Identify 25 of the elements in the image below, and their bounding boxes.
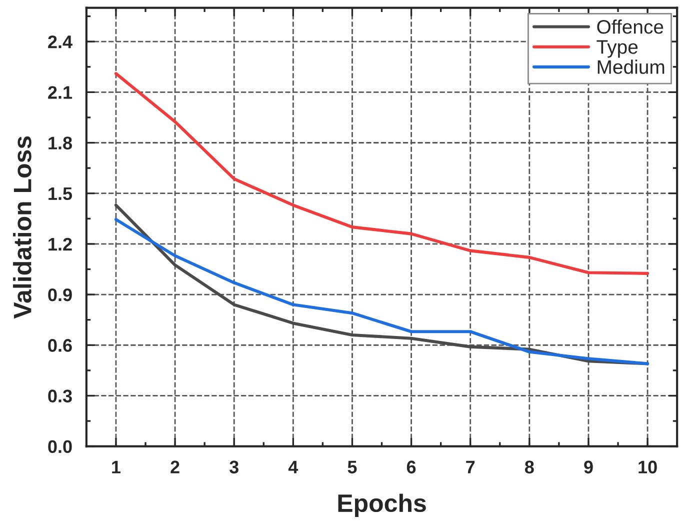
x-tick-label: 3 <box>229 460 238 474</box>
y-tick-label: 1.8 <box>48 136 72 150</box>
x-tick-label: 5 <box>348 460 357 474</box>
x-tick-label: 6 <box>406 460 416 474</box>
y-tick-label: 1.5 <box>48 187 72 200</box>
y-tick-label: 0.6 <box>48 339 72 352</box>
x-tick-label: 4 <box>288 460 298 474</box>
legend-label: Type <box>596 40 638 58</box>
x-axis-title: Epochs <box>338 494 426 517</box>
x-tick-label: 10 <box>638 460 657 474</box>
y-tick-label: 0.9 <box>48 288 72 302</box>
legend-label: Medium <box>598 60 664 74</box>
x-tick-label: 1 <box>112 460 120 474</box>
x-tick-label: 9 <box>584 460 593 474</box>
x-tick-label: 8 <box>524 460 534 474</box>
y-tick-label: 2.1 <box>48 86 72 99</box>
y-tick-label: 0.3 <box>48 390 72 402</box>
y-axis-title: Validation Loss <box>13 136 32 319</box>
x-tick-label: 7 <box>466 460 475 474</box>
y-tick-label: 1.2 <box>48 238 72 250</box>
y-tick-label: 0.0 <box>48 440 72 454</box>
line-series <box>114 72 650 275</box>
y-tick-label: 2.4 <box>48 35 72 48</box>
legend-label: Offence <box>597 20 664 34</box>
x-tick-label: 2 <box>170 460 180 474</box>
